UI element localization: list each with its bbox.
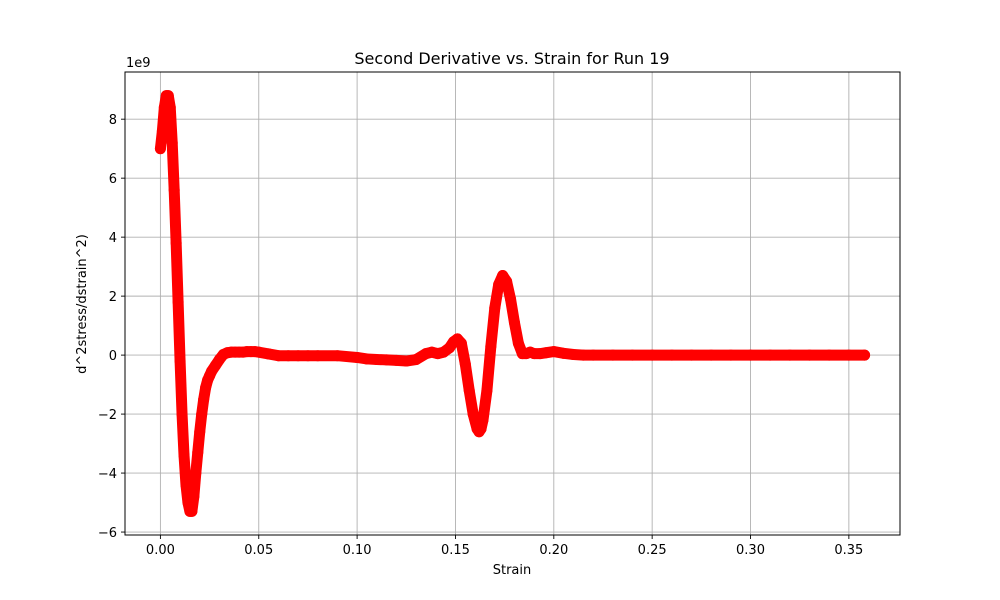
data-point	[253, 346, 265, 358]
x-tick-label: 0.25	[638, 543, 667, 558]
x-tick-label: 0.00	[146, 543, 175, 558]
data-point	[198, 393, 210, 405]
data-point	[196, 408, 208, 420]
data-point	[505, 293, 517, 305]
y-tick-label: 6	[109, 172, 117, 187]
x-tick-label: 0.35	[834, 543, 863, 558]
data-point	[705, 349, 717, 361]
data-point	[282, 350, 294, 362]
y-tick-label: −4	[98, 467, 117, 482]
data-point	[164, 101, 176, 113]
data-point	[587, 349, 599, 361]
data-point	[302, 350, 314, 362]
data-point	[666, 349, 678, 361]
x-tick-label: 0.20	[539, 543, 568, 558]
x-tick-label: 0.10	[343, 543, 372, 558]
data-point	[512, 337, 524, 349]
data-point	[475, 423, 487, 435]
tick-layer: 0.00 0.05 0.10 0.15 0.20 0.25 0.30 0.35 −6 −4 −2 0 2…	[98, 113, 864, 558]
x-tick-label: 0.15	[441, 543, 470, 558]
y-tick-label: 2	[109, 290, 117, 305]
data-point	[292, 350, 304, 362]
data-point	[764, 349, 776, 361]
data-point	[725, 349, 737, 361]
data-point	[463, 384, 475, 396]
data-point	[194, 426, 206, 438]
data-point	[351, 351, 363, 363]
y-tick-label: 0	[109, 349, 117, 364]
data-point	[685, 349, 697, 361]
data-point	[548, 346, 560, 358]
data-point	[459, 358, 471, 370]
data-point	[481, 384, 493, 396]
data-point	[646, 349, 658, 361]
data-point	[501, 275, 513, 287]
data-point	[400, 355, 412, 367]
data-point	[390, 354, 402, 366]
data-point	[508, 317, 520, 329]
data-layer	[154, 90, 871, 517]
data-point	[172, 296, 184, 308]
data-point	[192, 446, 204, 458]
data-point	[381, 354, 393, 366]
data-point	[361, 353, 373, 365]
y-offset-label: 1e9	[126, 56, 151, 71]
y-tick-label: 8	[109, 113, 117, 128]
data-point	[489, 302, 501, 314]
data-point	[263, 348, 275, 360]
data-point	[626, 349, 638, 361]
data-point	[166, 137, 178, 149]
data-point	[410, 354, 422, 366]
data-point	[558, 347, 570, 359]
data-point	[485, 340, 497, 352]
data-point	[745, 349, 757, 361]
data-point	[843, 349, 855, 361]
data-point	[272, 350, 284, 362]
data-point	[567, 349, 579, 361]
data-point	[178, 449, 190, 461]
x-axis-title: Strain	[493, 563, 532, 578]
data-point	[784, 349, 796, 361]
data-point	[467, 408, 479, 420]
data-point	[371, 354, 383, 366]
data-point	[312, 350, 324, 362]
data-point	[477, 414, 489, 426]
data-point	[577, 349, 589, 361]
y-tick-label: 4	[109, 231, 117, 246]
data-point	[186, 505, 198, 517]
data-point	[823, 349, 835, 361]
x-tick-label: 0.30	[736, 543, 765, 558]
data-point	[331, 350, 343, 362]
data-point	[804, 349, 816, 361]
data-point	[190, 467, 202, 479]
data-point	[154, 143, 166, 155]
y-tick-label: −6	[98, 526, 117, 541]
data-point	[162, 90, 174, 102]
data-point	[607, 349, 619, 361]
data-point	[859, 349, 871, 361]
y-tick-label: −2	[98, 408, 117, 423]
chart-title: Second Derivative vs. Strain for Run 19	[354, 49, 669, 68]
data-point	[156, 125, 168, 137]
data-point	[168, 184, 180, 196]
plot-frame	[124, 71, 901, 536]
data-point	[174, 355, 186, 367]
data-point	[180, 479, 192, 491]
data-point	[188, 491, 200, 503]
data-point	[176, 408, 188, 420]
data-point	[455, 337, 467, 349]
data-point	[170, 237, 182, 249]
x-tick-label: 0.05	[244, 543, 273, 558]
y-axis-title: d^2stress/dstrain^2)	[75, 234, 90, 374]
